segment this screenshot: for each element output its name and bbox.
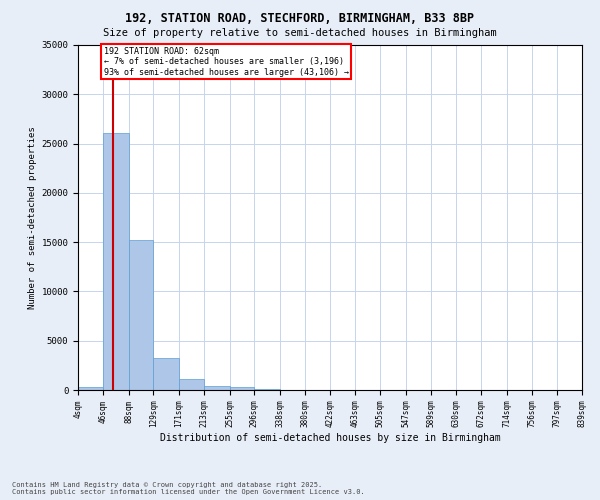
Bar — [179, 379, 204, 390]
Bar — [204, 386, 230, 390]
Bar — [129, 240, 154, 390]
X-axis label: Distribution of semi-detached houses by size in Birmingham: Distribution of semi-detached houses by … — [160, 433, 500, 443]
Text: Contains HM Land Registry data © Crown copyright and database right 2025.
Contai: Contains HM Land Registry data © Crown c… — [12, 482, 365, 495]
Text: 192, STATION ROAD, STECHFORD, BIRMINGHAM, B33 8BP: 192, STATION ROAD, STECHFORD, BIRMINGHAM… — [125, 12, 475, 26]
Text: 192 STATION ROAD: 62sqm
← 7% of semi-detached houses are smaller (3,196)
93% of : 192 STATION ROAD: 62sqm ← 7% of semi-det… — [104, 46, 349, 76]
Bar — [254, 389, 280, 390]
Bar — [154, 358, 179, 390]
Text: Size of property relative to semi-detached houses in Birmingham: Size of property relative to semi-detach… — [103, 28, 497, 38]
Bar — [103, 132, 129, 390]
Y-axis label: Number of semi-detached properties: Number of semi-detached properties — [28, 126, 37, 309]
Bar — [230, 387, 254, 390]
Bar — [78, 386, 103, 390]
